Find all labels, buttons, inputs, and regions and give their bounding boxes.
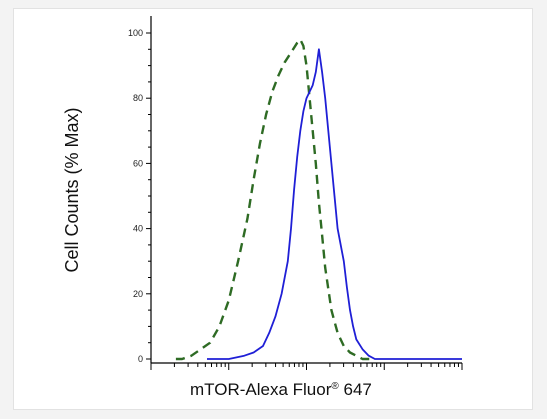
y-ticks: 0 20 40 60 80 100 — [128, 28, 151, 364]
y-tick-label: 40 — [133, 224, 143, 234]
series-layer — [175, 38, 462, 361]
x-axis-title: mTOR-Alexa Fluor® 647 — [190, 380, 372, 399]
y-tick-label: 100 — [128, 28, 143, 38]
x-axis-title-tail: 647 — [339, 380, 372, 399]
y-axis-title: Cell Counts (% Max) — [62, 107, 82, 272]
x-axis-title-main: mTOR-Alexa Fluor — [190, 380, 332, 399]
series-line-solid-blue — [207, 48, 462, 360]
x-ticks — [150, 363, 463, 370]
x-axis-title-registered: ® — [331, 381, 339, 392]
chart-card — [13, 8, 533, 410]
y-tick-label: 20 — [133, 289, 143, 299]
series-line-dashed-green — [175, 38, 375, 361]
y-tick-label: 60 — [133, 158, 143, 168]
y-tick-label: 0 — [138, 354, 143, 364]
y-tick-label: 80 — [133, 93, 143, 103]
